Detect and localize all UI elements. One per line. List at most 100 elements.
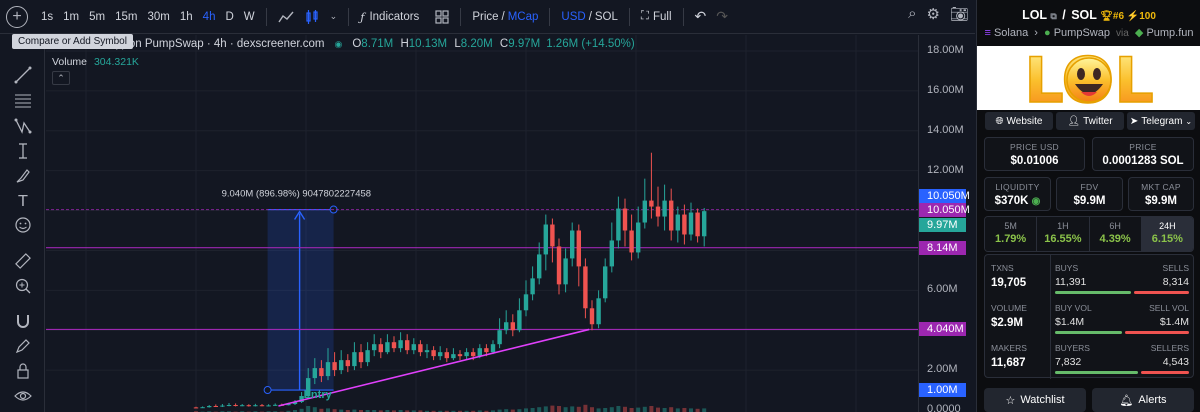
volume-bar: [392, 410, 396, 412]
ohlc-high-key: H: [400, 38, 409, 50]
price-axis[interactable]: 18.00M 16.00M 14.00M 12.00M 6.00M 2.00M 0.0000…: [918, 35, 976, 412]
person-icon: 👤︎: [1067, 115, 1081, 127]
candle-body: [240, 405, 245, 407]
chain-name[interactable]: Solana: [993, 27, 1029, 39]
toolbar-divider: [460, 7, 462, 26]
volume-bar: [444, 410, 449, 412]
collapse-legend-icon[interactable]: ⌃: [52, 71, 70, 85]
interval-D[interactable]: D: [225, 10, 234, 23]
interval-30m[interactable]: 30m: [147, 10, 170, 23]
zoom-in-icon[interactable]: [13, 277, 33, 297]
volume-bar: [656, 407, 660, 412]
settings-gear-icon[interactable]: ⚙: [926, 6, 940, 23]
liquidity-label: LIQUIDITY: [995, 182, 1040, 192]
candle-body: [622, 208, 628, 231]
price-mcap-toggle[interactable]: Price / MCap: [467, 5, 543, 29]
candle-body: [259, 405, 265, 407]
interval-15m[interactable]: 15m: [115, 10, 138, 23]
lol-logo: LOL: [1023, 46, 1154, 110]
volume-bar: [689, 408, 693, 412]
candle-body: [405, 340, 410, 351]
compare-add-symbol-icon[interactable]: +: [6, 5, 28, 28]
candle-body: [616, 208, 621, 241]
dex-name[interactable]: PumpSwap: [1053, 27, 1110, 39]
tab-1h-value: 16.55%: [1044, 233, 1082, 245]
eye-icon[interactable]: [13, 387, 33, 407]
pattern-tool-icon[interactable]: [13, 117, 33, 137]
tab-5m[interactable]: 5M 1.79%: [985, 217, 1038, 251]
volume-bar: [537, 407, 542, 412]
text-tool-icon[interactable]: T: [18, 192, 28, 210]
chart-canvas[interactable]: 9.040M (896.98%) 9047802227458 Entry: [46, 35, 918, 412]
tab-1h[interactable]: 1H 16.55%: [1037, 217, 1090, 251]
price-chart[interactable]: 9.040M (896.98%) 9047802227458 Entry: [46, 35, 918, 412]
candle-body: [642, 200, 647, 223]
magnet-icon[interactable]: [13, 312, 33, 332]
chevron-down-icon[interactable]: ⌄: [1185, 116, 1193, 126]
price-tick: 6.00M: [927, 283, 958, 296]
candle-body: [431, 350, 436, 357]
indicators-button[interactable]: ƒ Indicators: [355, 5, 424, 29]
chart-type-candles-icon[interactable]: [299, 5, 325, 29]
launchpad-name[interactable]: Pump.fun: [1146, 27, 1194, 39]
interval-1m[interactable]: 1m: [63, 10, 80, 23]
tab-1h-label: 1H: [1057, 221, 1069, 231]
interval-W[interactable]: W: [243, 10, 255, 23]
fullscreen-button[interactable]: ⛶ Full: [636, 5, 677, 29]
chart-type-line-icon[interactable]: [273, 5, 299, 29]
volume-bar: [359, 410, 363, 412]
candle-body: [537, 254, 542, 279]
emoji-icon[interactable]: [13, 216, 33, 236]
candle-body: [556, 246, 562, 285]
candle-body: [576, 230, 581, 267]
candle-body: [636, 222, 641, 253]
volume-bar: [385, 410, 390, 412]
lock-icon[interactable]: [13, 362, 33, 382]
alerts-button[interactable]: 🔔︎ Alerts: [1092, 388, 1194, 412]
sellers-value: 4,543: [1162, 356, 1189, 368]
telegram-button[interactable]: ➤ Telegram ⌄: [1127, 112, 1195, 130]
text-cursor-icon[interactable]: [13, 142, 33, 162]
price-tag: 10.050M: [919, 202, 970, 217]
candle-body: [253, 405, 258, 407]
watchlist-button[interactable]: ☆ Watchlist: [984, 388, 1086, 412]
pencil-lock-icon[interactable]: [13, 337, 33, 357]
ruler-icon[interactable]: [13, 252, 33, 272]
volume-bar: [438, 410, 443, 412]
undo-icon[interactable]: ↶: [694, 8, 707, 24]
tab-6h[interactable]: 6H 4.39%: [1089, 217, 1142, 251]
brush-icon[interactable]: [13, 167, 33, 187]
liquidity-value-row: $370K ◉: [985, 195, 1050, 207]
volume-bar: [405, 410, 410, 412]
buys-sells-bar: [1055, 291, 1189, 294]
camera-screenshot-icon[interactable]: 📷︎: [949, 6, 969, 23]
chart-type-dropdown-icon[interactable]: ⌄: [329, 11, 338, 21]
legend-eye-icon[interactable]: ◉: [334, 38, 343, 49]
candle-body: [200, 407, 205, 409]
candle-body: [523, 294, 529, 311]
volume-bar: [702, 408, 707, 412]
price-tick: 16.00M: [927, 83, 964, 96]
price-toggle-label: Price: [472, 10, 499, 23]
interval-4h[interactable]: 4h: [202, 10, 216, 23]
candle-body: [385, 342, 390, 353]
usd-sol-toggle[interactable]: USD / SOL: [556, 5, 623, 29]
volume-legend: Volume 304.321K: [52, 56, 139, 68]
website-button[interactable]: 🌐︎ Website: [985, 112, 1053, 130]
tab-24h[interactable]: 24H 6.15%: [1141, 217, 1193, 251]
volume-bar: [629, 408, 634, 412]
layouts-grid-icon[interactable]: [430, 5, 454, 29]
candle-body: [358, 352, 364, 363]
trend-line-icon[interactable]: [13, 66, 33, 86]
interval-1s[interactable]: 1s: [41, 10, 54, 23]
zoom-search-icon[interactable]: ⌕: [908, 5, 917, 22]
horizontal-lines-icon[interactable]: [13, 91, 33, 111]
interval-1h[interactable]: 1h: [179, 10, 193, 23]
twitter-button[interactable]: 👤︎ Twitter: [1056, 112, 1124, 130]
pair-title: LOL ⧉ / SOL 🏆︎#6 ⚡100: [977, 8, 1200, 22]
redo-icon[interactable]: ↷: [716, 8, 728, 24]
interval-5m[interactable]: 5m: [89, 10, 106, 23]
compare-tooltip: Compare or Add Symbol: [12, 34, 133, 49]
copy-icon[interactable]: ⧉: [1050, 11, 1057, 21]
lock-status-icon[interactable]: ◉: [1031, 196, 1041, 207]
